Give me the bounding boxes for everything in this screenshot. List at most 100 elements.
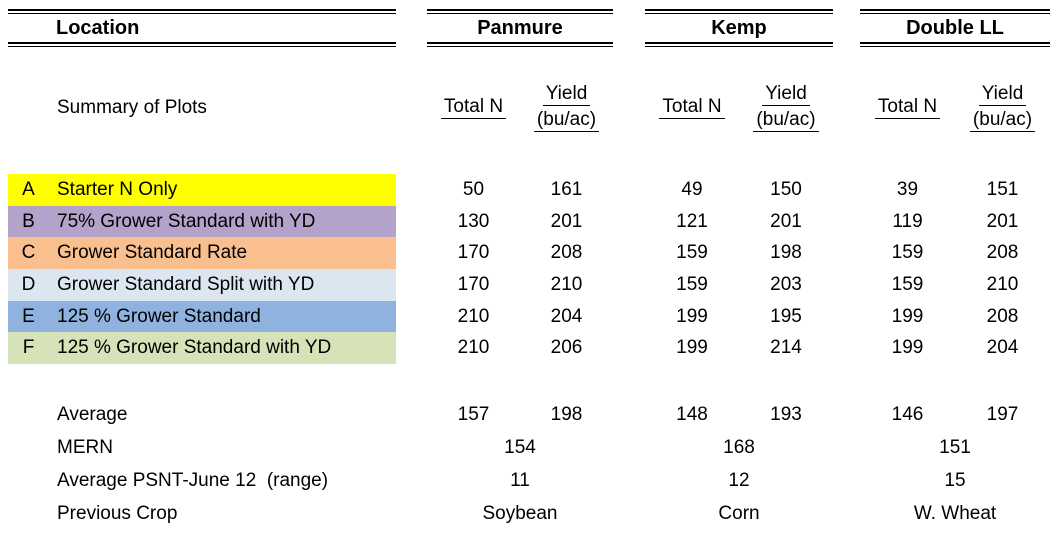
treatment-name: Starter N Only: [57, 179, 178, 200]
cell-panmure-total-n: 210: [457, 337, 490, 358]
double-rule: [427, 42, 613, 47]
cell-panmure-total-n: 170: [457, 242, 490, 263]
table-row-a: A Starter N Only 50 161 49 150 39 151: [0, 174, 1056, 206]
previous-crop-label: Previous Crop: [57, 502, 178, 524]
treatment-code: E: [22, 305, 35, 327]
cell-kemp-yield: 195: [770, 305, 802, 327]
treatment-name: 125 % Grower Standard with YD: [57, 337, 332, 358]
table-row-c: C Grower Standard Rate 170 208 159 198 1…: [0, 237, 1056, 269]
cell-kemp-yield: 203: [770, 274, 802, 295]
cell-panmure-yield: 208: [550, 242, 583, 263]
location-header-label: Location: [56, 16, 140, 39]
psnt-label: Average PSNT-June 12 (range): [57, 469, 329, 491]
previous-crop-panmure: Soybean: [482, 502, 558, 524]
table-row-f: F 125 % Grower Standard with YD 210 206 …: [0, 332, 1056, 364]
yield-unit-label: (bu/ac): [969, 109, 1036, 132]
treatment-name: 125 % Grower Standard: [57, 305, 261, 327]
mern-row: MERN 154 168 151: [0, 431, 1056, 464]
treatment-label-band: D Grower Standard Split with YD: [8, 269, 396, 301]
double-rule: [8, 42, 396, 47]
average-double-ll-yield: 197: [986, 403, 1019, 425]
psnt-row: Average PSNT-June 12 (range) 11 12 15: [0, 464, 1056, 497]
cell-double-ll-total-n: 159: [891, 242, 924, 263]
psnt-kemp: 12: [728, 469, 750, 491]
yield-label: Yield: [978, 83, 1027, 106]
mern-double-ll: 151: [939, 436, 971, 458]
mern-panmure: 154: [504, 436, 536, 458]
table-row-d: D Grower Standard Split with YD 170 210 …: [0, 269, 1056, 301]
double-rule: [645, 42, 833, 47]
cell-double-ll-total-n: 159: [891, 274, 924, 295]
cell-kemp-yield: 201: [770, 210, 802, 232]
treatment-label-band: E 125 % Grower Standard: [8, 301, 396, 332]
cell-double-ll-yield: 201: [986, 210, 1019, 232]
treatment-code: F: [22, 337, 35, 358]
average-double-ll-total-n: 146: [891, 403, 924, 425]
double-ll-yield-header: Yield (bu/ac): [955, 80, 1050, 135]
cell-panmure-total-n: 210: [457, 305, 490, 327]
previous-crop-row: Previous Crop Soybean Corn W. Wheat: [0, 497, 1056, 530]
treatment-label-band: A Starter N Only: [8, 174, 396, 206]
cell-panmure-yield: 206: [550, 337, 583, 358]
cell-double-ll-total-n: 119: [892, 210, 923, 232]
header-panmure: Panmure: [427, 9, 613, 47]
average-row: Average 157 198 148 193 146 197: [0, 398, 1056, 431]
treatment-code: D: [21, 274, 36, 295]
previous-crop-kemp: Corn: [718, 502, 760, 524]
average-panmure-yield: 198: [550, 403, 583, 425]
cell-double-ll-yield: 204: [986, 337, 1019, 358]
kemp-total-n-header: Total N: [645, 80, 739, 135]
double-rule: [8, 9, 396, 14]
mern-kemp: 168: [723, 436, 755, 458]
psnt-panmure: 11: [510, 469, 530, 491]
cell-panmure-total-n: 170: [457, 274, 490, 295]
double-ll-total-n-header: Total N: [860, 80, 955, 135]
summary-of-plots-label: Summary of Plots: [57, 96, 207, 118]
double-ll-header-label: Double LL: [906, 16, 1004, 39]
treatment-code: A: [22, 179, 35, 200]
treatment-name: Grower Standard Rate: [57, 242, 248, 263]
total-n-label: Total N: [440, 96, 507, 119]
yield-label: Yield: [762, 83, 810, 106]
cell-double-ll-yield: 208: [986, 305, 1019, 327]
cell-panmure-yield: 201: [550, 210, 583, 232]
cell-kemp-total-n: 159: [676, 242, 708, 263]
mern-label: MERN: [57, 436, 113, 458]
cell-panmure-yield: 161: [550, 179, 583, 200]
average-label: Average: [57, 403, 128, 425]
double-rule: [860, 9, 1050, 14]
cell-double-ll-yield: 208: [986, 242, 1019, 263]
column-headers-row: Summary of Plots Total N Yield (bu/ac) T…: [0, 80, 1056, 135]
cell-panmure-yield: 210: [550, 274, 583, 295]
treatment-label-band: F 125 % Grower Standard with YD: [8, 332, 396, 364]
cell-panmure-yield: 204: [550, 305, 583, 327]
treatment-label-band: B 75% Grower Standard with YD: [8, 206, 396, 237]
cell-panmure-total-n: 130: [457, 210, 490, 232]
yield-unit-label: (bu/ac): [753, 109, 819, 132]
header-double-ll: Double LL: [860, 9, 1050, 47]
treatment-label-band: C Grower Standard Rate: [8, 237, 396, 269]
table-row-e: E 125 % Grower Standard 210 204 199 195 …: [0, 301, 1056, 332]
psnt-double-ll: 15: [944, 469, 966, 491]
cell-kemp-total-n: 199: [676, 337, 708, 358]
double-rule: [860, 42, 1050, 47]
yield-label: Yield: [542, 83, 591, 106]
cell-kemp-total-n: 49: [681, 179, 703, 200]
treatment-name: 75% Grower Standard with YD: [57, 210, 316, 232]
cell-panmure-total-n: 50: [462, 179, 485, 200]
cell-kemp-yield: 214: [770, 337, 802, 358]
cell-double-ll-total-n: 199: [891, 337, 924, 358]
total-n-label: Total N: [659, 96, 725, 119]
table-row-b: B 75% Grower Standard with YD 130 201 12…: [0, 206, 1056, 237]
header-kemp: Kemp: [645, 9, 833, 47]
header-location: Location: [8, 9, 396, 47]
average-kemp-yield: 193: [770, 403, 802, 425]
total-n-label: Total N: [874, 96, 941, 119]
cell-kemp-total-n: 199: [676, 305, 708, 327]
treatment-name: Grower Standard Split with YD: [57, 274, 315, 295]
panmure-header-label: Panmure: [477, 16, 563, 39]
yield-unit-label: (bu/ac): [533, 109, 600, 132]
cell-kemp-yield: 198: [770, 242, 802, 263]
cell-double-ll-yield: 210: [986, 274, 1019, 295]
